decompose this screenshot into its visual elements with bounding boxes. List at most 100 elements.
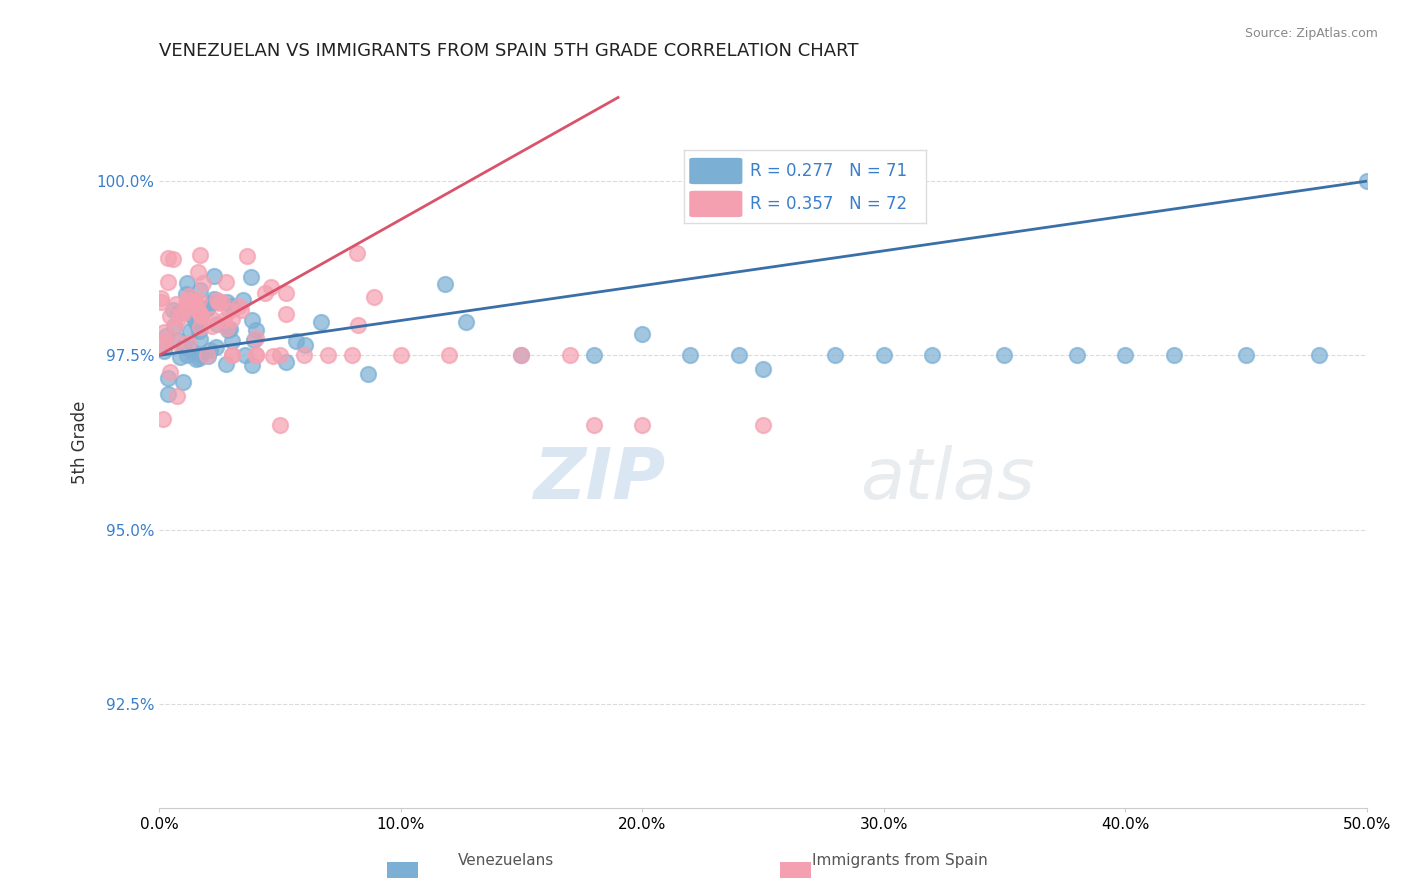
Point	[165, 318, 187, 333]
Point	[260, 280, 283, 294]
Point	[357, 368, 380, 382]
Point	[292, 348, 315, 362]
Point	[205, 317, 228, 331]
Point	[188, 313, 211, 327]
Point	[188, 320, 211, 334]
Point	[437, 348, 460, 362]
Point	[1114, 348, 1136, 362]
Point	[558, 348, 581, 362]
Point	[184, 314, 207, 328]
Point	[150, 291, 173, 305]
Point	[195, 301, 218, 316]
Point	[510, 348, 533, 362]
Point	[165, 335, 187, 350]
Text: ZIP: ZIP	[534, 444, 666, 514]
Point	[245, 348, 267, 362]
Point	[187, 265, 209, 279]
Y-axis label: 5th Grade: 5th Grade	[72, 401, 89, 484]
Point	[177, 289, 200, 303]
Point	[215, 357, 238, 371]
Text: VENEZUELAN VS IMMIGRANTS FROM SPAIN 5TH GRADE CORRELATION CHART: VENEZUELAN VS IMMIGRANTS FROM SPAIN 5TH …	[159, 42, 859, 60]
Point	[294, 338, 316, 352]
Point	[202, 268, 225, 283]
Point	[219, 322, 242, 336]
Point	[159, 365, 181, 379]
Point	[205, 293, 228, 308]
Point	[186, 302, 208, 317]
Point	[221, 334, 243, 348]
Point	[188, 304, 211, 318]
Text: atlas: atlas	[859, 444, 1035, 514]
Point	[221, 312, 243, 326]
Point	[752, 362, 775, 376]
Point	[217, 323, 239, 337]
Point	[176, 293, 198, 307]
Point	[179, 324, 201, 338]
Point	[269, 348, 291, 362]
Point	[190, 309, 212, 323]
Point	[183, 294, 205, 309]
Point	[179, 341, 201, 355]
Point	[153, 334, 176, 348]
Point	[188, 293, 211, 307]
Point	[346, 318, 368, 332]
Point	[219, 299, 242, 313]
Point	[157, 370, 180, 384]
Point	[172, 375, 194, 389]
Point	[190, 348, 212, 362]
Point	[176, 276, 198, 290]
Point	[1163, 348, 1185, 362]
Point	[631, 327, 654, 342]
Point	[363, 290, 385, 304]
Point	[1066, 348, 1088, 362]
Point	[188, 351, 211, 365]
Point	[316, 348, 339, 362]
Point	[253, 285, 276, 300]
Point	[269, 418, 291, 433]
Point	[389, 348, 412, 362]
Point	[236, 249, 259, 263]
Point	[456, 315, 478, 329]
Point	[434, 277, 457, 292]
Point	[152, 337, 174, 351]
Point	[152, 344, 174, 359]
Point	[631, 418, 654, 433]
Point	[1308, 348, 1330, 362]
Point	[232, 293, 254, 307]
Point	[162, 252, 184, 266]
Point	[215, 275, 238, 289]
Point	[183, 293, 205, 308]
Point	[176, 301, 198, 315]
Point	[235, 347, 257, 361]
Point	[193, 277, 215, 291]
Point	[184, 351, 207, 366]
Point	[201, 312, 224, 326]
Point	[679, 348, 702, 362]
Point	[240, 313, 263, 327]
Point	[346, 246, 368, 260]
Point	[188, 248, 211, 262]
Point	[195, 301, 218, 316]
Point	[1234, 348, 1257, 362]
Point	[163, 319, 186, 334]
Point	[197, 350, 219, 364]
Point	[190, 308, 212, 322]
Point	[1355, 174, 1378, 188]
Point	[993, 348, 1015, 362]
Point	[274, 354, 297, 368]
Point	[274, 285, 297, 300]
Point	[173, 339, 195, 353]
Point	[240, 269, 263, 284]
Point	[215, 321, 238, 335]
Point	[274, 307, 297, 321]
Point	[727, 348, 749, 362]
Point	[166, 389, 188, 403]
Point	[873, 348, 896, 362]
Point	[188, 283, 211, 297]
Text: Venezuelans: Venezuelans	[458, 854, 554, 868]
Text: Source: ZipAtlas.com: Source: ZipAtlas.com	[1244, 27, 1378, 40]
Point	[221, 348, 243, 362]
Point	[242, 358, 264, 372]
Point	[188, 332, 211, 346]
Point	[342, 348, 364, 362]
